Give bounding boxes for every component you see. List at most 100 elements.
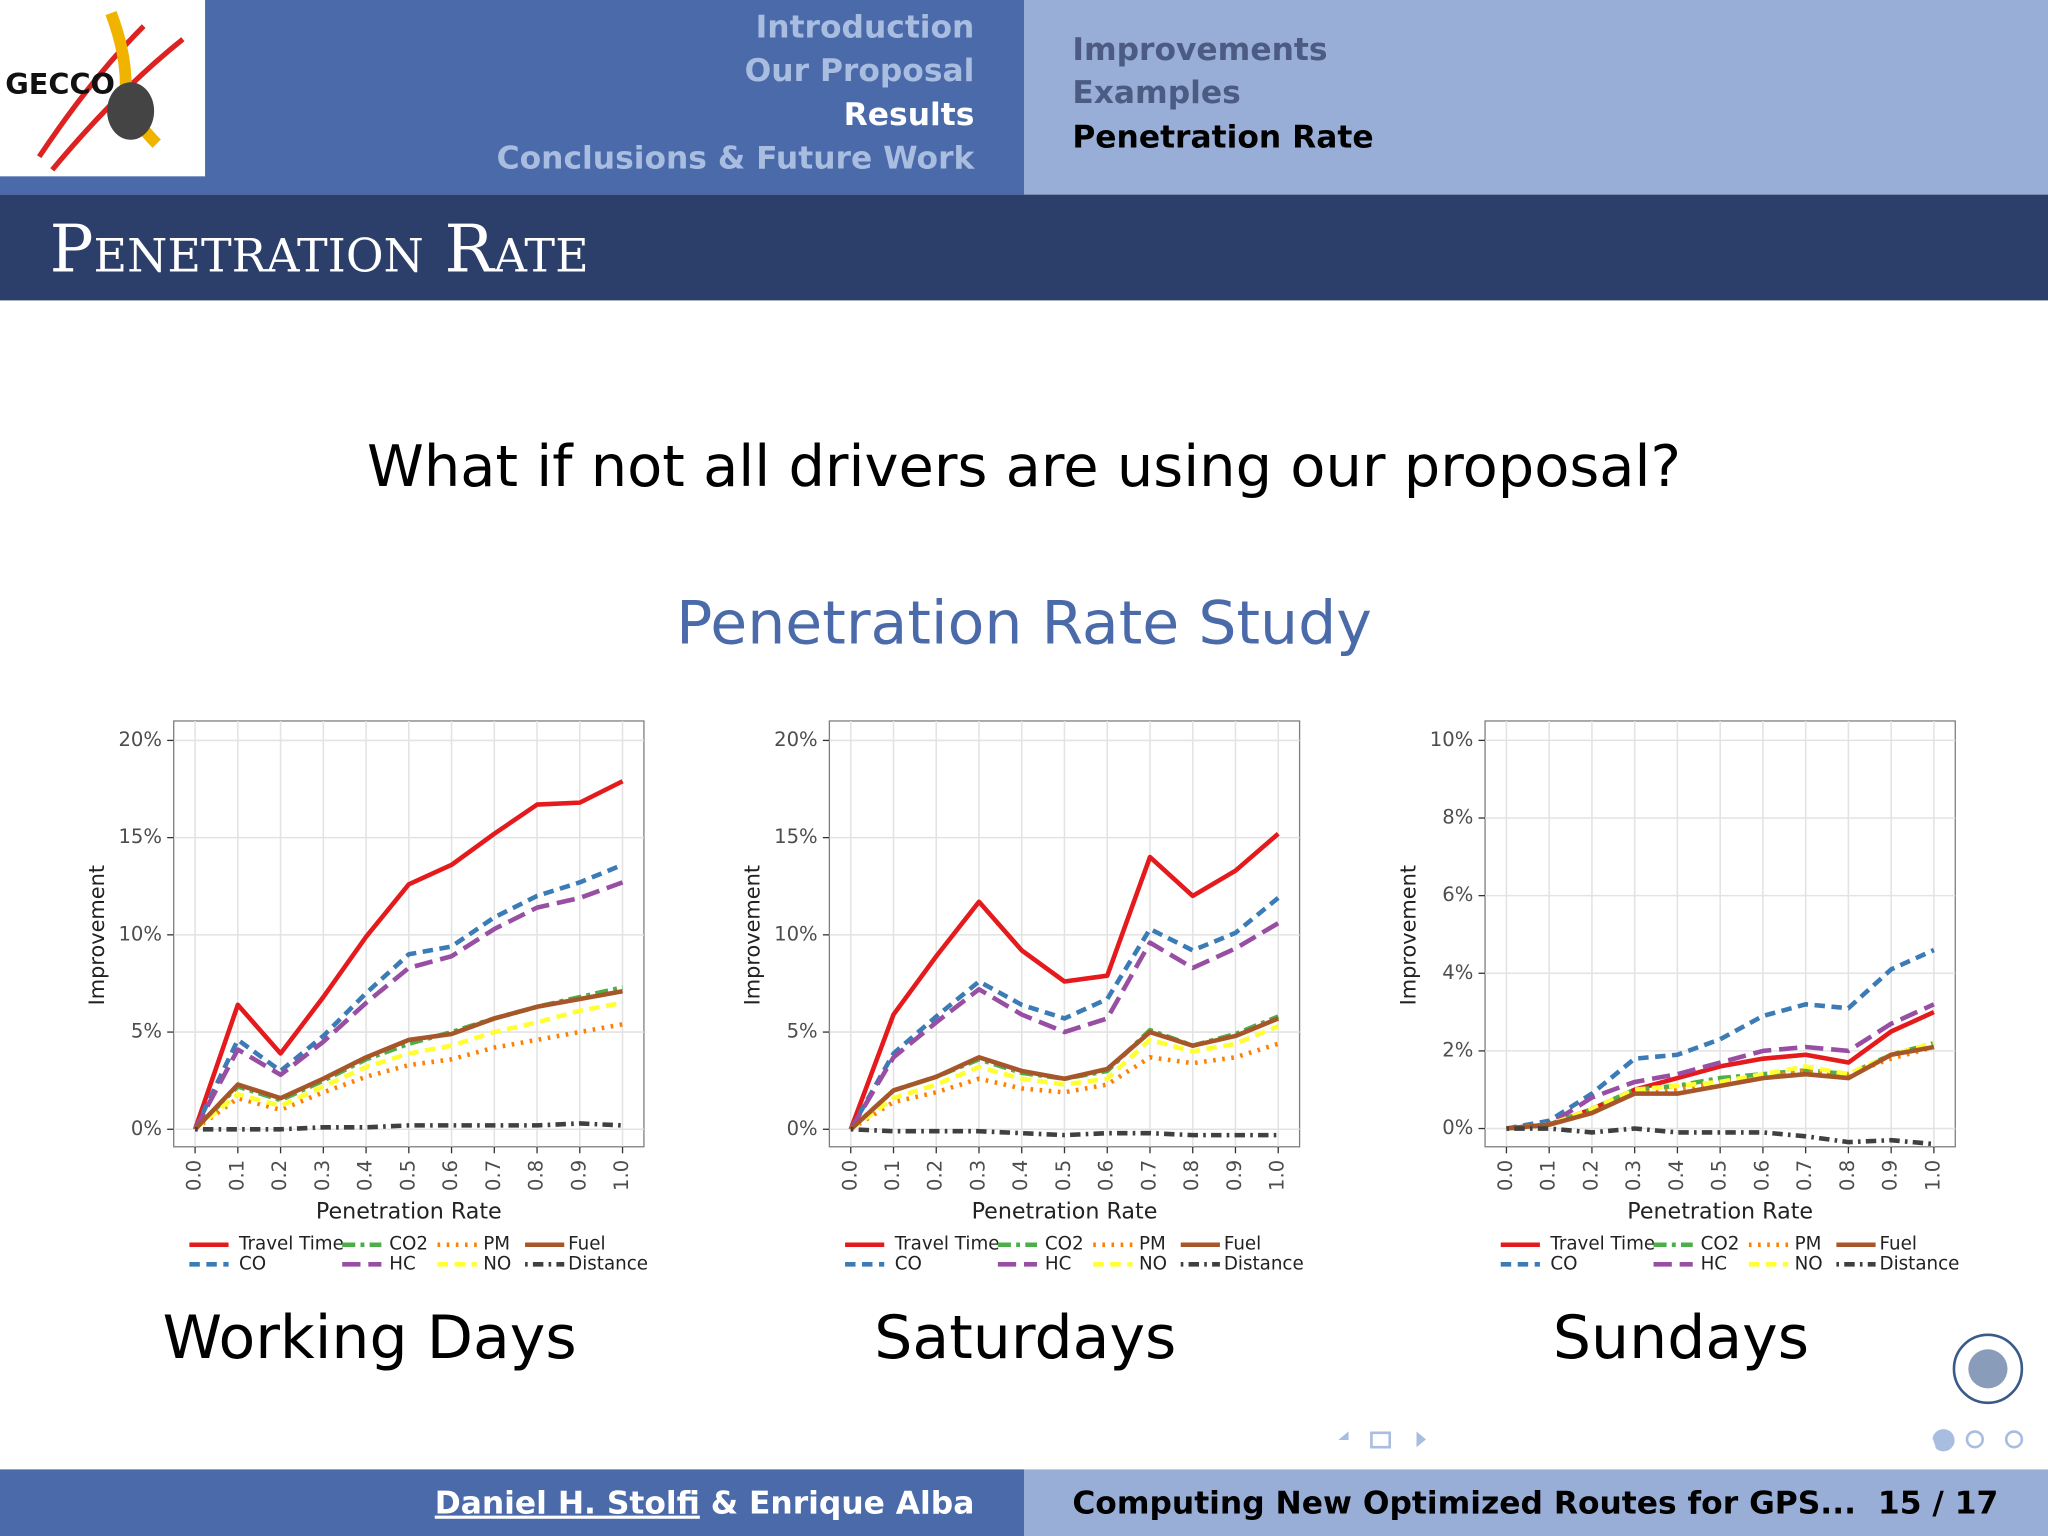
series-line — [193, 862, 624, 1131]
x-tick-label: 0.9 — [567, 1160, 590, 1191]
nav-section[interactable]: Conclusions & Future Work — [497, 140, 976, 176]
x-tick-label: 0.6 — [1095, 1160, 1118, 1191]
x-tick-label: 0.5 — [1052, 1160, 1075, 1191]
series-line — [193, 1000, 623, 1132]
x-tick-label: 0.7 — [1137, 1160, 1160, 1191]
header-right — [1024, 0, 2048, 195]
y-axis-title: Improvement — [85, 865, 109, 1005]
x-tick-label: 1.0 — [1266, 1160, 1289, 1191]
legend-label: CO2 — [1045, 1234, 1084, 1255]
logo: GECCO — [5, 10, 185, 172]
nav-section-active[interactable]: Results — [844, 97, 975, 133]
series-line — [193, 988, 623, 1131]
legend-label: NO — [1795, 1253, 1823, 1274]
x-axis-title: Penetration Rate — [316, 1199, 502, 1225]
legend-label: CO — [239, 1253, 266, 1274]
nav-subsection-active[interactable]: Penetration Rate — [1072, 119, 1373, 155]
y-tick-label: 2% — [1442, 1038, 1473, 1061]
x-tick-label: 0.3 — [1622, 1160, 1645, 1191]
x-tick-label: 0.4 — [1009, 1160, 1032, 1191]
chart: 0% 5% 10% 15% 20% 0.0 0.1 0.2 0.3 0.4 0.5 0.6 0.7 0.8… — [85, 720, 648, 1373]
series-line — [849, 1024, 1280, 1132]
legend-label: HC — [1701, 1253, 1728, 1274]
x-tick-label: 0.5 — [1708, 1160, 1731, 1191]
author: & Enrique Alba — [711, 1486, 975, 1522]
x-tick-label: 1.0 — [1921, 1160, 1944, 1191]
y-axis-title: Improvement — [1396, 865, 1420, 1005]
nav-section[interactable]: Our Proposal — [745, 53, 975, 89]
series-line — [1506, 947, 1935, 1131]
question: What if not all drivers are using our pr… — [367, 433, 1681, 500]
series-line — [1506, 1002, 1935, 1131]
footer-right — [1024, 1469, 2048, 1536]
subtitle: Penetration Rate Study — [676, 589, 1372, 659]
author-link[interactable]: Daniel H. Stolfi — [435, 1486, 700, 1522]
legend-label: Travel Time — [1549, 1234, 1655, 1255]
legend-label: Travel Time — [238, 1234, 344, 1255]
x-tick-label: 0.8 — [1180, 1160, 1203, 1191]
frame-title: Penetration Rate — [50, 212, 589, 288]
series-line — [848, 896, 1280, 1131]
y-tick-label: 8% — [1442, 806, 1473, 829]
y-tick-label: 15% — [118, 825, 162, 848]
y-tick-label: 15% — [774, 825, 818, 848]
series-line — [850, 1126, 1279, 1138]
legend-label: Fuel — [568, 1234, 605, 1255]
y-tick-label: 20% — [774, 728, 818, 751]
chart: 0% 5% 10% 15% 20% 0.0 0.1 0.2 0.3 0.4 0.5 0.6 0.7 0.8… — [741, 720, 1304, 1373]
y-axis-title: Improvement — [741, 865, 765, 1005]
y-tick-label: 0% — [787, 1117, 818, 1140]
x-tick-label: 0.6 — [439, 1160, 462, 1191]
beamer-nav[interactable] — [1338, 1429, 2024, 1452]
legend-label: CO2 — [389, 1234, 428, 1255]
nav-subsection[interactable]: Examples — [1072, 75, 1240, 111]
series-line — [848, 921, 1280, 1131]
x-tick-label: 0.5 — [396, 1160, 419, 1191]
y-tick-label: 10% — [1430, 728, 1474, 751]
nav-section[interactable]: Introduction — [756, 10, 975, 46]
legend-label: NO — [1139, 1253, 1167, 1274]
y-tick-label: 10% — [774, 922, 818, 945]
x-tick-label: 1.0 — [610, 1160, 633, 1191]
legend-label: PM — [1139, 1234, 1166, 1255]
y-tick-label: 6% — [1442, 883, 1473, 906]
series-line — [849, 1016, 1280, 1131]
legend-label: Distance — [568, 1253, 648, 1274]
legend-label: HC — [1045, 1253, 1072, 1274]
y-tick-label: 0% — [131, 1117, 162, 1140]
series-line — [1506, 1126, 1935, 1147]
footer-left — [0, 1469, 1024, 1536]
x-tick-label: 0.4 — [1665, 1160, 1688, 1191]
chart-caption: Sundays — [1553, 1303, 1809, 1373]
series-line — [1506, 1040, 1935, 1131]
chart-caption: Saturdays — [874, 1303, 1176, 1373]
y-tick-label: 5% — [787, 1020, 818, 1043]
nav-subsection[interactable]: Improvements — [1072, 32, 1327, 68]
x-tick-label: 0.4 — [354, 1160, 377, 1191]
title-bar — [0, 194, 2048, 301]
legend-label: Distance — [1224, 1253, 1304, 1274]
x-tick-label: 0.7 — [482, 1160, 505, 1191]
series-line — [195, 1121, 623, 1132]
legend-label: PM — [1795, 1234, 1822, 1255]
chart: 0% 2% 4% 6% 8% 10% 0.0 0.1 0.2 0.3 0.4 0.5 0.6 0.7 0.8… — [1396, 720, 1959, 1373]
x-tick-label: 0.0 — [838, 1160, 861, 1191]
x-tick-label: 0.1 — [881, 1160, 904, 1191]
series-line — [192, 779, 624, 1131]
footer-title: Computing New Optimized Routes for GPS..… — [1072, 1486, 1856, 1522]
series-line — [1506, 1044, 1935, 1131]
x-tick-label: 0.3 — [311, 1160, 334, 1191]
x-tick-label: 0.9 — [1223, 1160, 1246, 1191]
legend-label: HC — [389, 1253, 416, 1274]
legend-label: CO — [1550, 1253, 1577, 1274]
university-logo — [1952, 1333, 2024, 1405]
logo-box — [0, 0, 206, 177]
y-tick-label: 4% — [1442, 961, 1473, 984]
x-axis-title: Penetration Rate — [972, 1199, 1158, 1225]
x-tick-label: 0.7 — [1793, 1160, 1816, 1191]
chart-caption: Working Days — [163, 1303, 577, 1373]
x-tick-label: 0.6 — [1750, 1160, 1773, 1191]
y-tick-label: 10% — [118, 922, 162, 945]
page-number: 15 / 17 — [1878, 1486, 1998, 1522]
